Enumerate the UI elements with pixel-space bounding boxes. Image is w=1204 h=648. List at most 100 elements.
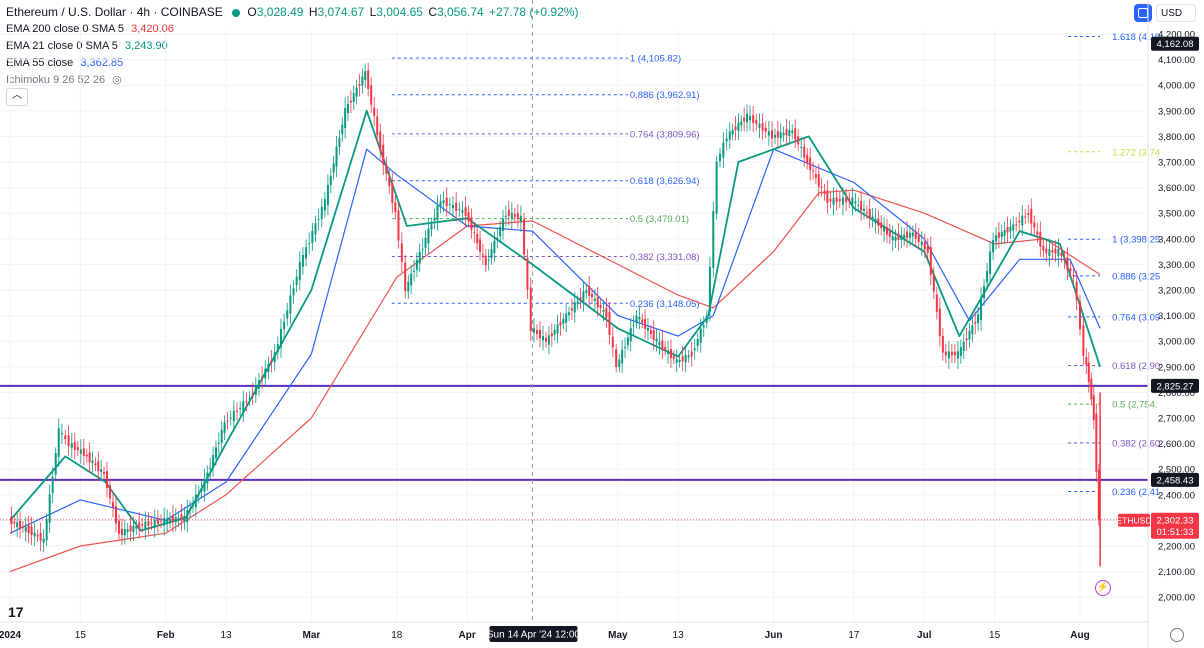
indicator-ema200[interactable]: EMA 200 close 0 SMA 5 3,420.06: [6, 21, 580, 38]
candle-body: [305, 247, 308, 259]
candle-body: [947, 351, 950, 359]
candle-body: [746, 113, 749, 123]
candle-body: [883, 227, 886, 232]
candle-body: [97, 461, 100, 471]
ema-55-line: [9, 148, 1101, 534]
candle-body: [743, 117, 746, 122]
candle-body: [693, 348, 696, 351]
candle-body: [214, 447, 217, 459]
candle-body: [118, 520, 121, 534]
market-status-dot-icon: [232, 8, 241, 17]
candle-body: [295, 276, 298, 285]
candle-body: [974, 322, 977, 324]
price-tick-label: 3,400.00: [1158, 234, 1195, 245]
candle-body: [573, 302, 576, 313]
chevron-up-icon[interactable]: ︿: [6, 88, 28, 106]
candle-body: [618, 359, 621, 367]
candle-body: [298, 261, 301, 281]
time-tick-label: 13: [673, 630, 685, 641]
fib-retracement-2[interactable]: 1.618 (4,19 1.272 (3,74 1 (3,398.25 0.886 (…: [1068, 32, 1160, 498]
candle-body: [624, 347, 627, 349]
candle-body: [608, 311, 611, 335]
indicator-ema21[interactable]: EMA 21 close 0 SMA 5 3,243.90: [6, 38, 580, 55]
candle-body: [1003, 229, 1006, 236]
candle-body: [105, 471, 108, 489]
ohlc-close-key: C: [428, 5, 437, 19]
currency-select[interactable]: USD: [1156, 4, 1196, 22]
candle-body: [415, 259, 418, 270]
candle-body: [1051, 250, 1054, 253]
candle-body: [845, 197, 848, 203]
horizontal-lines[interactable]: [0, 384, 1148, 481]
candle-body: [725, 138, 728, 142]
candle-body: [615, 349, 618, 367]
candle-body: [652, 330, 655, 340]
candle-body: [752, 115, 755, 124]
candle-body: [461, 209, 464, 213]
candle-body: [73, 442, 76, 450]
candle-body: [13, 521, 16, 524]
candle-body: [699, 328, 702, 343]
candle-body: [57, 428, 60, 457]
candle-body: [232, 410, 235, 422]
eye-off-icon[interactable]: ◎: [112, 74, 122, 86]
candle-body: [42, 538, 45, 543]
candle-body: [289, 295, 292, 314]
candle-body: [1015, 224, 1018, 226]
candle-body: [728, 131, 731, 140]
candle-body: [635, 315, 638, 324]
candle-body: [532, 328, 535, 333]
candle-body: [774, 134, 777, 138]
candle-body: [1027, 213, 1030, 215]
candle-body: [191, 503, 194, 507]
candle-body: [455, 202, 458, 212]
candle-body: [370, 85, 373, 105]
candle-body: [335, 146, 338, 167]
time-axis[interactable]: 2024 15 Feb 13 Mar 18 Apr May 13 Jun 17 Jul 15 Aug: [0, 621, 1148, 641]
ema-55-path: [9, 148, 1101, 534]
candle-body: [467, 211, 470, 222]
candle-body: [150, 522, 153, 524]
ohlc-low-value: 3,004.65: [376, 5, 423, 19]
candle-body: [51, 477, 54, 494]
candle-body: [764, 127, 767, 132]
fib-retracement-1[interactable]: 1 (4,105.82) 0.886 (3,962.91) 0.764 (3,809…: [391, 54, 700, 310]
candle-body: [344, 108, 347, 129]
candle-body: [264, 368, 267, 379]
candle-body: [851, 197, 854, 205]
symbol-title[interactable]: Ethereum / U.S. Dollar · 4h · COINBASE: [6, 5, 223, 19]
candle-body: [737, 122, 740, 132]
candle-body: [914, 231, 917, 239]
candle-body: [160, 520, 163, 522]
candle-body: [1054, 248, 1057, 254]
candle-body: [103, 472, 106, 474]
candle-body: [169, 518, 172, 522]
price-axis[interactable]: 2,000.002,100.002,200.002,300.002,400.00…: [1147, 0, 1195, 648]
tradingview-logo[interactable]: 17: [8, 604, 24, 620]
candle-body: [502, 218, 505, 231]
candle-body: [418, 251, 421, 264]
candle-body: [782, 132, 785, 136]
gear-icon[interactable]: [1170, 628, 1184, 642]
candle-body: [279, 328, 282, 348]
lightning-icon[interactable]: ⚡: [1095, 580, 1111, 596]
fib-level-label: 1 (4,105.82): [630, 54, 681, 65]
candle-body: [556, 324, 559, 334]
candle-body: [135, 526, 138, 529]
price-tick-label: 2,600.00: [1158, 439, 1195, 450]
candle-body: [1079, 301, 1081, 330]
candle-body: [705, 315, 708, 323]
legend: Ethereum / U.S. Dollar · 4h · COINBASE O…: [6, 4, 580, 89]
fib-level-label: 0.886 (3,25: [1112, 271, 1160, 282]
candle-body: [806, 154, 809, 163]
fib-level-label: 0.764 (3,809.96): [630, 129, 700, 140]
candle-body: [897, 233, 900, 241]
candle-body: [968, 330, 971, 340]
candle-body: [85, 454, 88, 457]
candle-body: [664, 346, 667, 351]
candle-body: [367, 70, 370, 89]
ema-21-line: [9, 109, 1101, 532]
candle-body: [826, 190, 829, 204]
candle-body: [579, 297, 582, 300]
